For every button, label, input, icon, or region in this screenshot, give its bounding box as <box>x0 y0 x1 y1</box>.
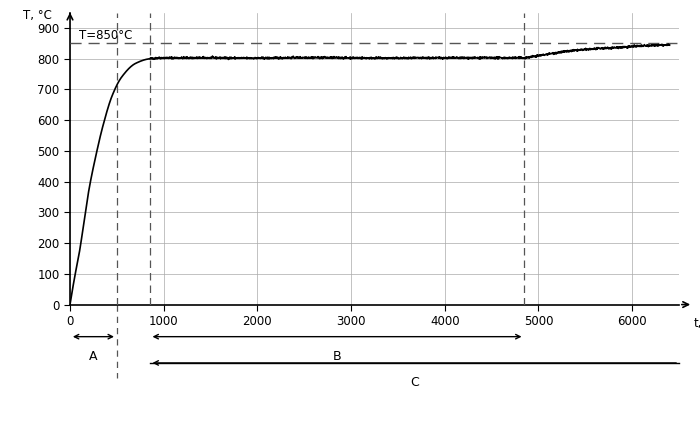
Text: A: A <box>89 350 98 363</box>
Text: t,s: t,s <box>694 317 700 330</box>
Text: C: C <box>410 376 419 389</box>
Text: T, °C: T, °C <box>23 9 52 22</box>
Text: B: B <box>332 350 342 363</box>
Text: T=850°C: T=850°C <box>79 29 133 42</box>
